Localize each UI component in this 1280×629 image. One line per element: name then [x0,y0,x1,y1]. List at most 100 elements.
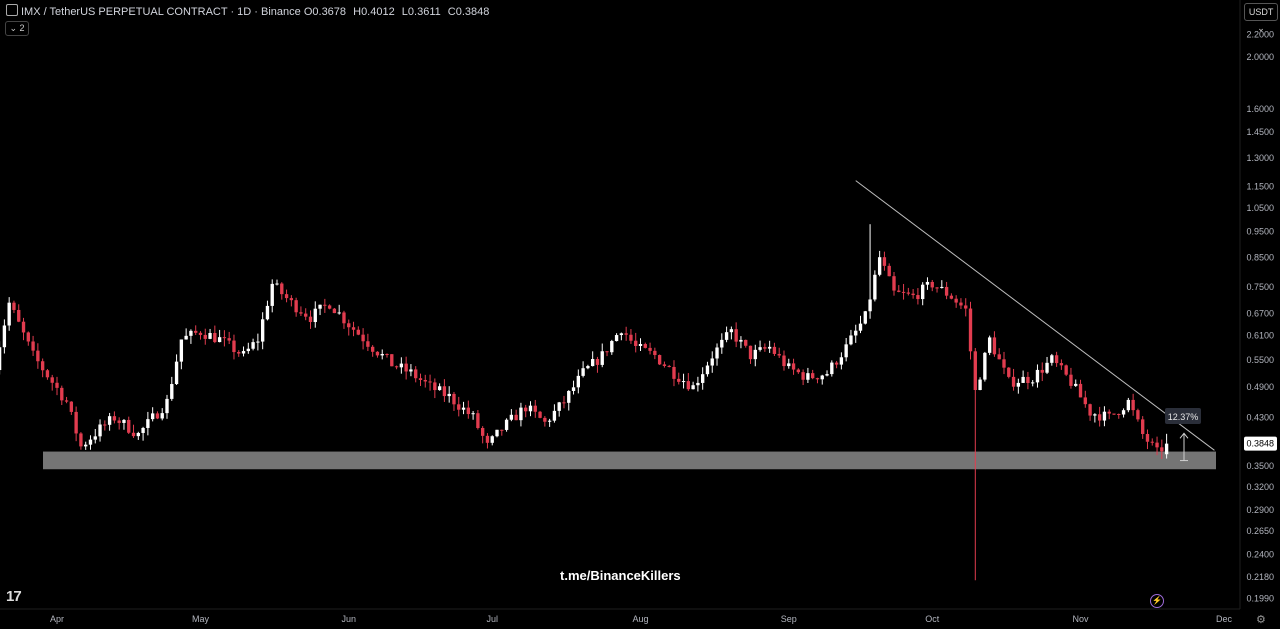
candle-body [983,352,987,380]
candle-body [820,375,824,380]
candle-body [480,428,485,436]
candle-body [232,340,236,353]
candle-body [777,353,781,356]
open-value: 0.3678 [312,6,347,18]
candle-body [1040,369,1044,373]
candle-body [643,344,647,348]
candle-body [701,374,705,383]
candle-body [275,283,279,285]
candle-body [428,381,432,383]
low-label: L [401,6,408,18]
candle-body [796,369,801,373]
candle-body [610,341,614,353]
candle-body [524,407,528,412]
candle-body [370,346,375,352]
candle-body [834,362,839,365]
price-tick-label: 0.8500 [1246,253,1274,263]
price-tick-label: 0.2180 [1246,572,1274,582]
candle-body [332,308,337,314]
candle-body [2,325,7,348]
candle-body [787,363,791,367]
price-tick-label: 1.3000 [1246,153,1274,163]
candle-body [366,341,370,347]
lightning-icon[interactable]: ⚡ [1150,594,1164,608]
candle-body [839,357,844,365]
candle-body [901,291,906,293]
time-tick-label: Oct [925,614,940,624]
measure-label-bg [1165,408,1201,424]
tradingview-logo[interactable]: 17 [6,588,22,605]
candle-body [662,364,667,366]
collapse-indicators-button[interactable]: ⌄ 2 [5,21,29,36]
candle-body [533,405,537,412]
candle-body [155,413,160,419]
candle-body [203,334,207,339]
candle-body [150,413,155,420]
candle-body [1031,382,1035,384]
candle-body [394,366,399,368]
candle-body [461,407,466,410]
candle-body [935,287,939,289]
candle-body [614,335,619,342]
candle-body [849,335,853,345]
price-tick-label: 2.0000 [1246,52,1274,62]
candle-body [638,344,643,346]
candle-body [543,417,547,422]
candle-body [538,411,542,418]
candle-body [997,354,1001,360]
candle-body [868,299,872,312]
candle-body [949,295,954,299]
candle-body [112,416,117,421]
candle-body [452,393,456,405]
candle-body [724,332,729,340]
candle-body [624,333,628,335]
candle-body [141,427,145,433]
candle-body [471,413,475,415]
candle-body [686,381,691,390]
candle-body [284,294,289,299]
candle-body [954,298,958,303]
candle-body [744,339,748,346]
candle-body [734,329,738,342]
candle-body [380,353,384,356]
candle-body [892,276,896,291]
candle-body [576,375,580,388]
currency-select[interactable]: USDT ⌄ [1244,3,1278,33]
candle-body [280,283,284,295]
candle-body [657,355,662,365]
candle-body [385,353,389,355]
candle-body [1117,413,1121,415]
price-tick-label: 0.3200 [1246,482,1274,492]
candle-body [1121,410,1126,415]
candle-body [74,411,78,434]
candle-body [36,350,40,362]
candle-body [31,341,35,351]
candle-body [304,313,308,317]
candle-body [342,312,346,324]
candle-body [858,323,863,331]
candle-body [911,293,915,296]
price-tick-label: 0.5500 [1246,355,1274,365]
candle-body [925,281,930,285]
currency-label: USDT [1248,7,1274,17]
candle-body [246,348,250,352]
candle-body [581,368,585,376]
candle-body [294,300,298,313]
last-price-tag [1244,436,1277,451]
symbol-icon [6,4,18,16]
candle-body [409,369,413,372]
gear-icon[interactable]: ⚙ [1256,614,1266,626]
candle-body [447,393,451,397]
candle-body [7,302,11,326]
candle-body [595,359,600,365]
candle-body [490,436,494,443]
candle-body [1107,411,1111,414]
candle-body [758,347,762,350]
time-tick-label: Jun [341,614,356,624]
candle-body [442,386,447,397]
candle-body [1011,376,1016,387]
candle-body [600,351,604,365]
candle-body [806,373,810,380]
candle-body [308,316,313,323]
